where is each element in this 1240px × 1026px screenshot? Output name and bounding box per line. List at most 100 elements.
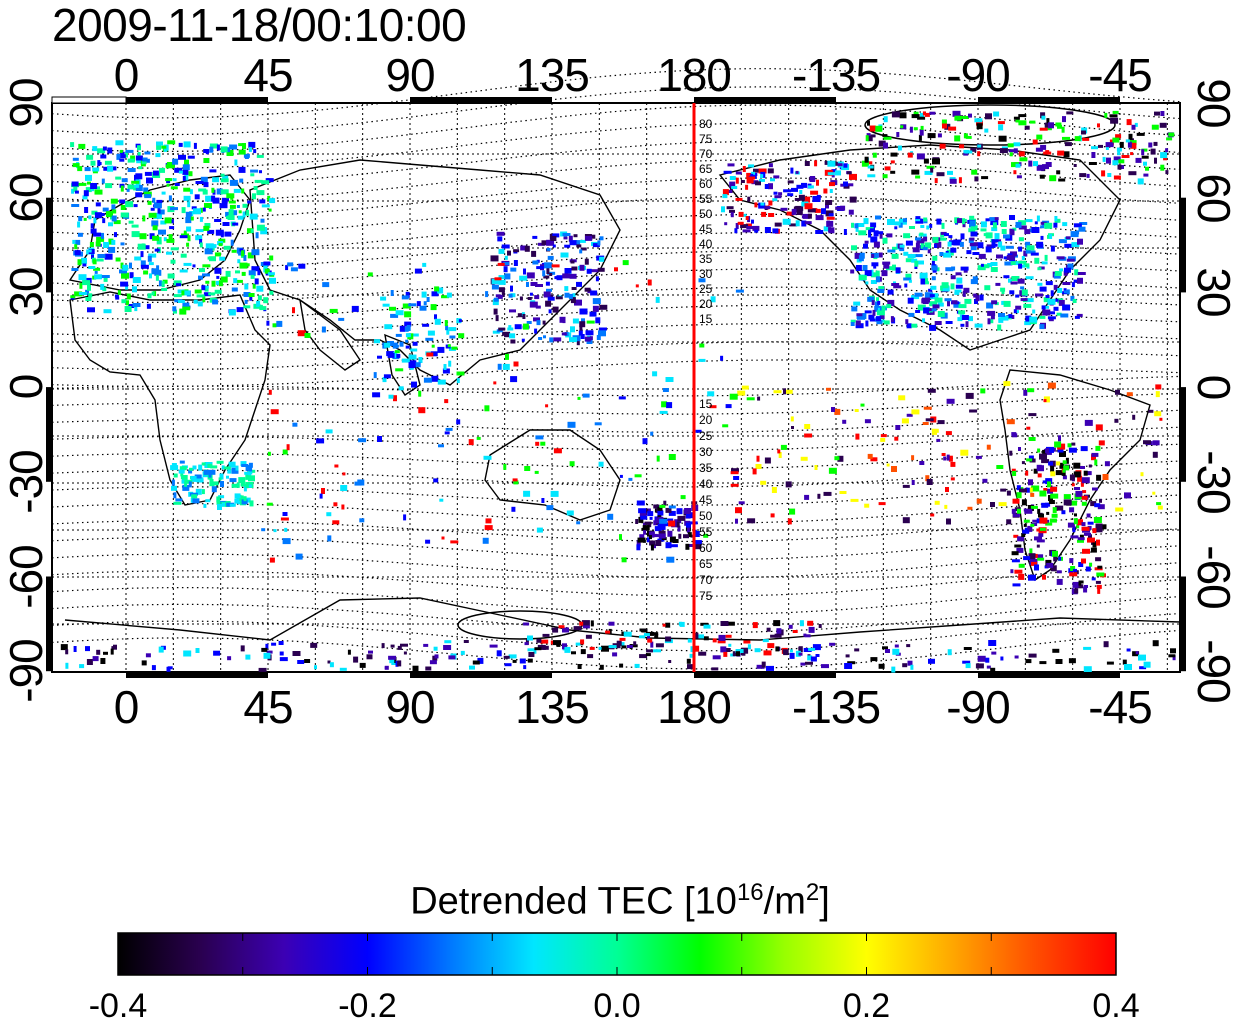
tec-data-point <box>188 171 193 177</box>
tec-data-point <box>810 656 817 662</box>
tec-data-point <box>211 187 215 193</box>
lat-tick-right: 0 <box>1188 374 1240 400</box>
tec-data-point <box>248 475 255 482</box>
frame-bar-bottom <box>694 672 836 678</box>
tec-data-point <box>870 252 879 258</box>
tec-data-point <box>269 277 276 284</box>
tec-data-point <box>194 194 200 200</box>
tec-data-point <box>88 293 93 298</box>
tec-data-point <box>977 144 982 148</box>
tec-data-point <box>520 245 528 251</box>
tec-data-point <box>1056 256 1065 260</box>
tec-data-point <box>743 640 751 644</box>
tec-data-point <box>850 269 855 274</box>
tec-data-point <box>199 268 205 273</box>
tec-data-point <box>1053 556 1058 562</box>
tec-data-point <box>1034 553 1038 558</box>
tec-data-point <box>1062 282 1071 285</box>
tec-data-point <box>535 435 544 440</box>
tec-data-point <box>193 208 201 215</box>
tec-data-point <box>1068 658 1076 664</box>
tec-data-point <box>115 140 124 146</box>
tec-data-point <box>787 180 794 184</box>
tec-data-point <box>199 207 203 213</box>
tec-data-point <box>971 169 978 175</box>
tec-data-point <box>1038 532 1044 537</box>
contour-line <box>51 375 1181 397</box>
tec-data-point <box>1138 654 1146 661</box>
tec-data-point <box>653 544 656 549</box>
tec-data-point <box>1029 316 1038 323</box>
tec-data-point <box>1115 134 1122 139</box>
tec-data-point <box>967 506 973 510</box>
lat-tick-left: -60 <box>0 544 52 609</box>
tec-data-point <box>563 236 568 240</box>
tec-data-point <box>538 337 543 340</box>
tec-data-point <box>949 177 956 181</box>
tec-data-point <box>850 319 856 323</box>
tec-data-point <box>358 438 367 443</box>
tec-data-point <box>883 142 888 149</box>
tec-data-point <box>94 270 98 274</box>
tec-data-point <box>568 293 573 299</box>
tec-data-point <box>974 323 983 328</box>
tec-data-point <box>184 481 188 487</box>
tec-data-point <box>880 319 885 323</box>
tec-data-point <box>959 314 964 318</box>
tec-data-point <box>900 125 904 129</box>
tec-data-point <box>77 259 82 266</box>
contour-label: 35 <box>699 461 713 475</box>
tec-data-point <box>247 200 252 204</box>
tec-data-point <box>388 394 394 399</box>
tec-data-point <box>226 475 229 479</box>
tec-data-point <box>203 182 209 188</box>
tec-data-point <box>599 664 604 670</box>
tec-data-point <box>444 399 449 404</box>
tec-data-point <box>759 178 765 182</box>
tec-data-point <box>674 519 682 524</box>
tec-data-point <box>1099 524 1107 530</box>
tec-data-point <box>569 240 577 246</box>
tec-data-point <box>137 243 146 250</box>
tec-data-point <box>1039 174 1045 179</box>
tec-data-point <box>931 276 936 281</box>
tec-data-point <box>736 651 740 657</box>
tec-data-point <box>733 476 740 480</box>
tec-data-point <box>1037 473 1042 478</box>
tec-data-point <box>223 466 231 470</box>
tec-data-point <box>932 158 940 165</box>
tec-data-point <box>1011 276 1020 281</box>
tec-data-point <box>1023 523 1027 527</box>
tec-data-point <box>993 111 1000 117</box>
tec-data-point <box>384 324 393 330</box>
tec-data-point <box>79 664 85 669</box>
tec-data-point <box>1042 449 1047 454</box>
tec-data-point <box>450 540 459 544</box>
tec-data-point <box>229 204 236 209</box>
tec-data-point <box>842 419 847 424</box>
tec-data-point <box>207 229 215 234</box>
tec-data-point <box>947 649 952 656</box>
tec-data-point <box>1023 389 1028 396</box>
tec-data-point <box>638 508 647 514</box>
tec-data-point <box>187 235 191 242</box>
tec-data-point <box>988 319 994 324</box>
tec-data-point <box>395 660 399 667</box>
tec-data-point <box>380 296 387 301</box>
tec-data-point <box>828 213 834 217</box>
tec-data-point <box>202 207 206 212</box>
contour-line <box>51 409 1181 433</box>
tec-data-point <box>285 265 289 271</box>
tec-data-point <box>195 488 202 495</box>
tec-data-point <box>768 163 773 168</box>
tec-data-point <box>875 125 883 132</box>
tec-data-point <box>329 308 338 313</box>
tec-data-point <box>985 218 990 222</box>
tec-data-point <box>789 649 793 653</box>
tec-data-point <box>513 260 518 266</box>
tec-data-point <box>676 508 683 515</box>
tec-data-point <box>977 242 984 249</box>
tec-data-point <box>533 317 540 322</box>
tec-data-point <box>242 143 246 149</box>
tec-data-point <box>754 202 758 208</box>
